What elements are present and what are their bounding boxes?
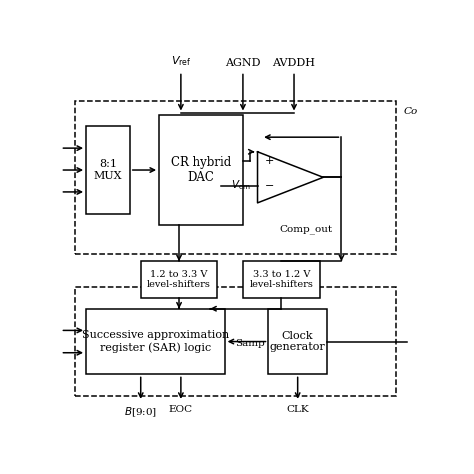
Text: Comp_out: Comp_out [279, 225, 333, 235]
Text: $B$[9:0]: $B$[9:0] [124, 405, 157, 419]
Bar [86, 309, 225, 374]
Text: Samp: Samp [235, 339, 265, 348]
Bar [141, 261, 218, 298]
Text: AGND: AGND [225, 58, 261, 68]
Text: Successive approximation
register (SAR) logic: Successive approximation register (SAR) … [82, 330, 229, 353]
Bar [243, 261, 319, 298]
Text: CR hybrid
DAC: CR hybrid DAC [171, 156, 231, 184]
Text: $V_{\mathrm{ref}}$: $V_{\mathrm{ref}}$ [171, 54, 191, 68]
Text: $V_{\mathrm{cm}}$: $V_{\mathrm{cm}}$ [231, 178, 250, 191]
Text: 8:1
MUX: 8:1 MUX [94, 159, 122, 181]
Bar [159, 115, 243, 225]
Bar [75, 287, 396, 396]
Text: Clock
generator: Clock generator [270, 331, 326, 352]
Text: 1.2 to 3.3 V
level-shifters: 1.2 to 3.3 V level-shifters [147, 270, 211, 289]
Text: Co: Co [403, 107, 418, 116]
Text: CLK: CLK [286, 405, 309, 414]
Text: AVDDH: AVDDH [273, 58, 316, 68]
Text: +: + [265, 156, 274, 166]
Text: EOC: EOC [169, 405, 193, 414]
Bar [268, 309, 327, 374]
Text: 3.3 to 1.2 V
level-shifters: 3.3 to 1.2 V level-shifters [249, 270, 313, 289]
Bar [75, 100, 396, 254]
Text: −: − [265, 182, 274, 191]
Bar [86, 126, 130, 214]
